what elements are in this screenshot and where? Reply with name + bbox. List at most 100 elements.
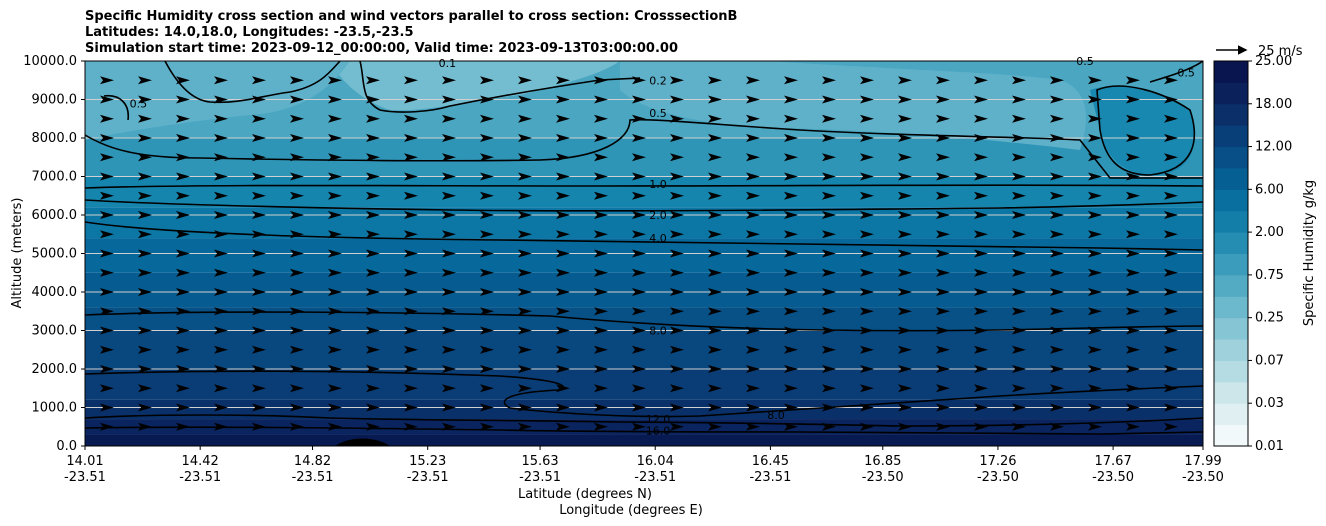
wind-vector: [556, 76, 570, 85]
wind-vector: [518, 95, 532, 104]
wind-vector: [442, 172, 456, 181]
wind-vector: [936, 249, 950, 258]
colorbar-segment: [1214, 125, 1248, 148]
wind-vector: [366, 95, 380, 104]
wind-vector: [898, 422, 912, 431]
wind-vector: [632, 307, 646, 316]
y-tick-label: 2000.0: [32, 362, 78, 377]
colorbar-tick-label: 0.75: [1255, 268, 1284, 283]
wind-vector: [670, 403, 684, 412]
wind-vector: [708, 345, 722, 354]
colorbar-segment: [1214, 232, 1248, 254]
wind-vector: [1012, 76, 1026, 85]
wind-vector: [328, 191, 342, 200]
wind-vector: [974, 422, 988, 431]
wind-vector: [1050, 230, 1064, 239]
wind-vector: [214, 384, 228, 393]
wind-vector: [442, 211, 456, 219]
wind-vector: [138, 384, 152, 393]
wind-vector: [518, 211, 532, 219]
x-tick-label-lon: -23.51: [292, 470, 334, 485]
wind-vector: [556, 114, 570, 123]
wind-vector: [176, 95, 190, 104]
wind-vector: [290, 153, 304, 162]
wind-vector: [1088, 268, 1102, 277]
wind-vector: [214, 172, 228, 181]
wind-vector: [252, 365, 266, 373]
wind-vector: [366, 422, 380, 431]
wind-vector: [860, 249, 874, 258]
wind-vector: [290, 422, 304, 431]
wind-vector: [974, 153, 988, 162]
wind-vector: [708, 288, 722, 296]
wind-vector: [404, 249, 418, 258]
wind-vector: [632, 422, 646, 431]
wind-vector: [822, 172, 836, 181]
wind-vector: [176, 76, 190, 85]
wind-vector: [404, 268, 418, 277]
wind-vector: [632, 211, 646, 219]
colorbar-tick-label: 0.25: [1255, 311, 1284, 326]
wind-vector: [784, 153, 798, 162]
wind-vector: [1164, 134, 1178, 142]
humidity-band: [85, 369, 1203, 400]
wind-vector: [1126, 403, 1140, 412]
wind-vector: [518, 76, 532, 85]
colorbar-segment: [1214, 360, 1248, 383]
wind-vector: [518, 153, 532, 162]
wind-vector: [214, 403, 228, 412]
wind-vector: [138, 365, 152, 373]
wind-vector: [1012, 211, 1026, 219]
wind-vector: [1088, 230, 1102, 239]
wind-vector: [1012, 95, 1026, 104]
wind-vector: [404, 384, 418, 393]
wind-vector: [214, 288, 228, 296]
wind-vector: [632, 95, 646, 104]
wind-vector: [480, 307, 494, 316]
wind-vector: [898, 95, 912, 104]
wind-vector: [138, 114, 152, 123]
wind-vector: [594, 403, 608, 412]
wind-vector: [290, 230, 304, 239]
contour-label: 0.1: [439, 57, 457, 70]
wind-vector: [404, 230, 418, 239]
wind-vector: [518, 114, 532, 123]
wind-vector: [746, 114, 760, 123]
wind-vector: [594, 249, 608, 258]
wind-vector: [708, 422, 722, 431]
wind-vector: [1088, 422, 1102, 431]
moist-patch: [1090, 86, 1195, 176]
wind-vector: [974, 249, 988, 258]
wind-vector: [1164, 326, 1178, 335]
wind-vector: [746, 95, 760, 104]
wind-vector: [784, 249, 798, 258]
colorbar-tick-label: 18.00: [1255, 97, 1292, 112]
wind-vector: [252, 326, 266, 335]
wind-vector: [1012, 114, 1026, 123]
wind-vector: [480, 76, 494, 85]
wind-vector: [328, 384, 342, 393]
wind-vector: [480, 191, 494, 200]
wind-vector: [860, 345, 874, 354]
x-tick-label-lon: -23.51: [64, 470, 106, 485]
contour-label: 16.0: [646, 425, 671, 438]
wind-vector: [746, 384, 760, 393]
wind-vector: [670, 211, 684, 219]
colorbar-segment: [1214, 253, 1248, 276]
wind-vector: [708, 211, 722, 219]
wind-vector: [784, 307, 798, 316]
wind-vector: [1012, 365, 1026, 373]
wind-vector: [518, 307, 532, 316]
wind-vector: [138, 307, 152, 316]
wind-vector: [290, 95, 304, 104]
wind-vector: [176, 268, 190, 277]
wind-vector: [670, 326, 684, 335]
colorbar-segment: [1214, 339, 1248, 361]
wind-vector: [176, 191, 190, 200]
wind-vector: [290, 172, 304, 181]
wind-vector: [1050, 326, 1064, 335]
contour-label: 0.5: [1177, 67, 1195, 80]
wind-vector: [974, 211, 988, 219]
wind-vector: [708, 326, 722, 335]
wind-vector: [974, 268, 988, 277]
